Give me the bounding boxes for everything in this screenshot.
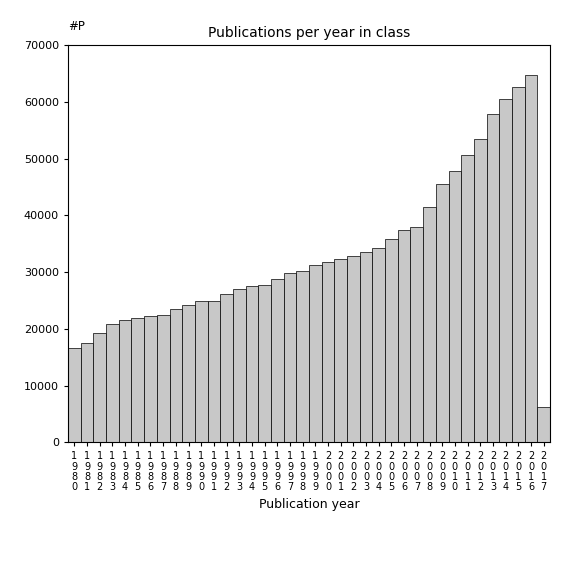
Bar: [157, 315, 170, 442]
Bar: [423, 207, 436, 442]
Bar: [398, 230, 411, 442]
Bar: [195, 301, 208, 442]
Text: #P: #P: [68, 20, 85, 33]
Bar: [524, 75, 538, 442]
Bar: [106, 324, 119, 442]
Bar: [538, 407, 550, 442]
Bar: [448, 171, 461, 442]
Bar: [233, 289, 246, 442]
Bar: [436, 184, 448, 442]
Bar: [359, 252, 373, 442]
Bar: [208, 301, 220, 442]
Bar: [271, 279, 284, 442]
Bar: [385, 239, 398, 442]
Bar: [94, 333, 106, 442]
Bar: [309, 265, 321, 442]
Bar: [335, 259, 347, 442]
Bar: [170, 309, 182, 442]
Bar: [321, 262, 335, 442]
Bar: [144, 316, 157, 442]
Bar: [512, 87, 524, 442]
Title: Publications per year in class: Publications per year in class: [208, 26, 410, 40]
Bar: [246, 286, 259, 442]
Bar: [182, 305, 195, 442]
Bar: [259, 285, 271, 442]
Bar: [486, 114, 500, 442]
Bar: [461, 155, 474, 442]
Bar: [132, 318, 144, 442]
Bar: [500, 99, 512, 442]
X-axis label: Publication year: Publication year: [259, 498, 359, 511]
Bar: [373, 248, 385, 442]
Bar: [119, 320, 132, 442]
Bar: [81, 343, 94, 442]
Bar: [68, 348, 81, 442]
Bar: [347, 256, 359, 442]
Bar: [297, 271, 309, 442]
Bar: [284, 273, 297, 442]
Bar: [411, 227, 423, 442]
Bar: [474, 139, 486, 442]
Bar: [220, 294, 233, 442]
